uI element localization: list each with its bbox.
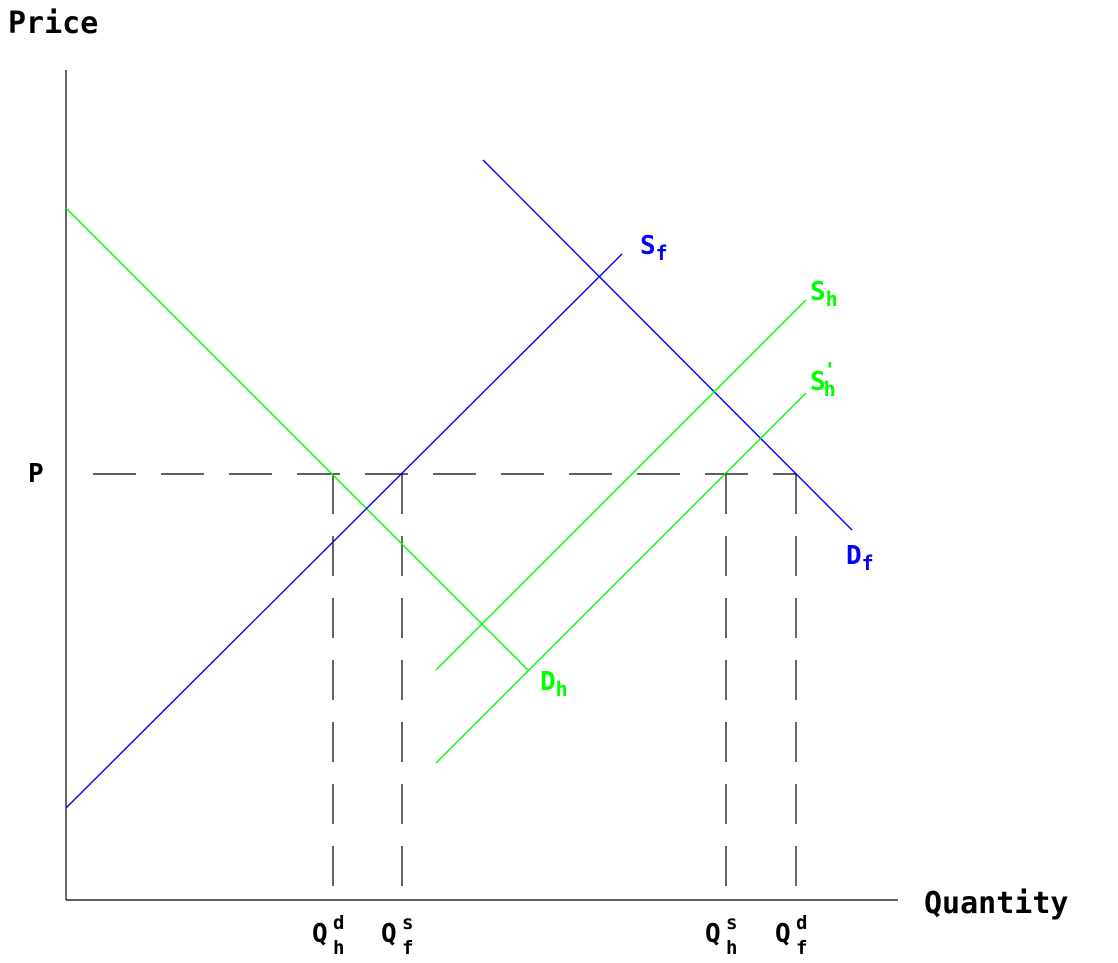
quantity-label-qhs: Q s h xyxy=(705,912,737,959)
supply-foreign-curve xyxy=(65,253,623,809)
supply-home-label: Sh xyxy=(810,277,838,311)
svg-text:s: s xyxy=(402,912,413,934)
demand-foreign-label: Df xyxy=(846,541,874,575)
svg-text:h: h xyxy=(333,937,344,959)
supply-home-shifted-label: Sh' xyxy=(810,358,836,401)
svg-text:Q: Q xyxy=(381,919,397,949)
y-axis-title: Price xyxy=(8,6,98,41)
svg-text:d: d xyxy=(796,912,807,934)
supply-foreign-label: Sf xyxy=(640,231,668,265)
supply-home-curve xyxy=(435,299,807,671)
svg-text:s: s xyxy=(726,912,737,934)
svg-text:f: f xyxy=(402,937,413,959)
quantity-label-qhd: Q d h xyxy=(312,912,344,959)
price-label: P xyxy=(28,459,44,489)
svg-text:Q: Q xyxy=(705,919,721,949)
svg-text:h: h xyxy=(726,937,737,959)
svg-text:f: f xyxy=(796,937,807,959)
demand-home-label: Dh xyxy=(540,667,568,701)
svg-text:Q: Q xyxy=(775,919,791,949)
svg-text:Q: Q xyxy=(312,919,328,949)
demand-home-curve xyxy=(65,207,529,671)
quantity-label-qfs: Q s f xyxy=(381,912,413,959)
demand-foreign-curve xyxy=(482,159,853,531)
supply-home-shifted-curve xyxy=(435,392,807,764)
svg-text:d: d xyxy=(333,912,344,934)
quantity-label-qfd: Q d f xyxy=(775,912,807,959)
x-axis-title: Quantity xyxy=(924,886,1069,921)
